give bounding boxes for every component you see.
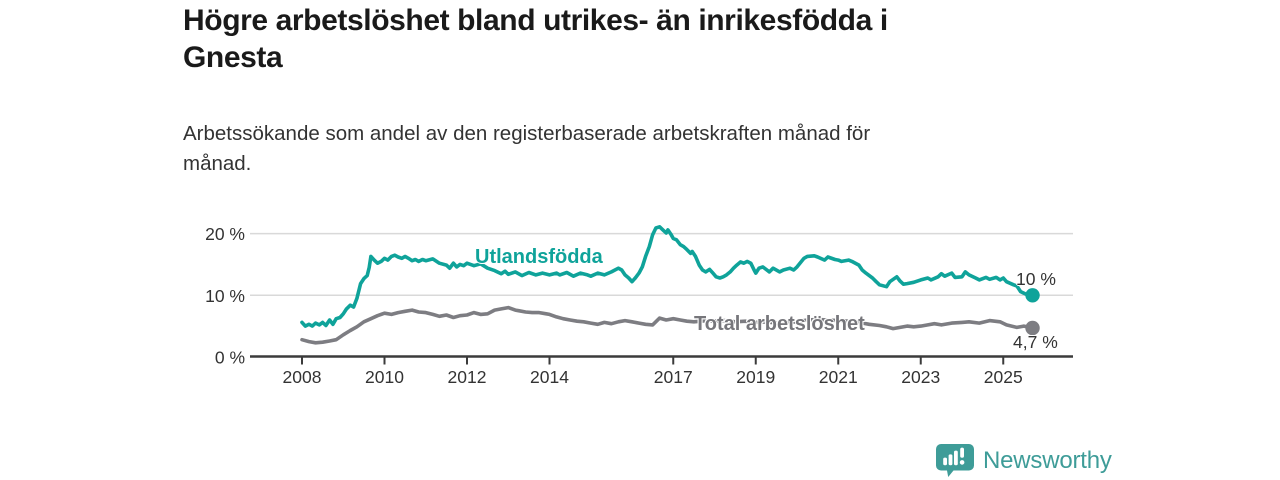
- x-axis-tick-label: 2017: [654, 367, 693, 387]
- chart-subtitle: Arbetssökande som andel av den registerb…: [183, 119, 1063, 179]
- series-end-dot-total: [1025, 320, 1040, 336]
- y-axis-tick-label: 20 %: [205, 224, 245, 244]
- series-label-utlandsfodda: Utlandsfödda: [475, 246, 603, 268]
- series-end-dot-utlandsfodda: [1025, 288, 1040, 303]
- page-title-line2: Gnesta: [183, 41, 283, 74]
- end-value-label-utlandsfodda: 10 %: [1016, 269, 1056, 289]
- x-axis-tick-label: 2025: [984, 367, 1023, 387]
- chart-subtitle-line2: månad.: [183, 152, 252, 175]
- newsworthy-logo[interactable]: Newsworthy: [936, 444, 1112, 478]
- end-value-label-total: 4,7 %: [1013, 332, 1058, 352]
- x-axis-tick-label: 2008: [283, 367, 322, 387]
- y-axis-tick-label: 0 %: [215, 348, 245, 368]
- page-title: Högre arbetslöshet bland utrikes- än inr…: [183, 2, 1063, 76]
- newsworthy-brand-text: Newsworthy: [983, 447, 1112, 474]
- x-axis-tick-label: 2021: [819, 367, 858, 387]
- series-line-utlandsfodda: [300, 225, 1035, 328]
- x-axis-tick-label: 2014: [530, 367, 569, 387]
- x-axis-tick-label: 2019: [736, 367, 775, 387]
- newsworthy-badge-icon: [936, 444, 974, 477]
- x-axis-tick-label: 2012: [448, 367, 487, 387]
- x-axis-tick-label: 2023: [901, 367, 940, 387]
- page-title-line1: Högre arbetslöshet bland utrikes- än inr…: [183, 4, 888, 37]
- series-label-total-arbetsloshet: Total arbetslöshet: [694, 313, 865, 335]
- chart-subtitle-line1: Arbetssökande som andel av den registerb…: [183, 122, 871, 145]
- series-line-total: [300, 305, 1035, 345]
- x-axis-tick-label: 2010: [365, 367, 404, 387]
- y-axis-tick-label: 10 %: [205, 286, 245, 306]
